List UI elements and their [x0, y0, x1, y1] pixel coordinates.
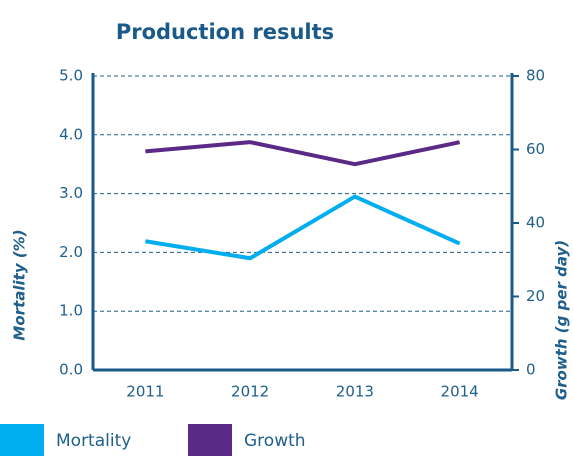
x-tick-label: 2014 — [441, 383, 479, 401]
y2-tick-label: 0 — [526, 361, 536, 379]
y-tick-label: 0.0 — [59, 361, 83, 379]
y-tick-label: 4.0 — [59, 125, 83, 143]
y2-tick-label: 20 — [526, 287, 545, 305]
legend-swatch — [0, 424, 44, 456]
y2-tick-label: 60 — [526, 140, 545, 158]
y2-axis-label: Growth (g per day) — [553, 240, 571, 400]
y-axis-label: Mortality (%) — [11, 229, 29, 340]
legend-swatch — [188, 424, 232, 456]
y2-tick-label: 40 — [526, 214, 545, 232]
series-line — [145, 194, 461, 261]
y-tick-label: 1.0 — [59, 302, 83, 320]
x-tick-label: 2013 — [336, 383, 374, 401]
legend-label: Growth — [244, 431, 306, 451]
legend-label: Mortality — [56, 431, 131, 451]
y-tick-label: 5.0 — [59, 67, 83, 85]
series-line — [145, 140, 461, 167]
y-tick-label: 3.0 — [59, 184, 83, 202]
y2-tick-label: 80 — [526, 67, 545, 85]
x-tick-label: 2011 — [126, 383, 164, 401]
y-tick-label: 2.0 — [59, 243, 83, 261]
chart-title: Production results — [116, 20, 334, 44]
x-tick-label: 2012 — [231, 383, 269, 401]
